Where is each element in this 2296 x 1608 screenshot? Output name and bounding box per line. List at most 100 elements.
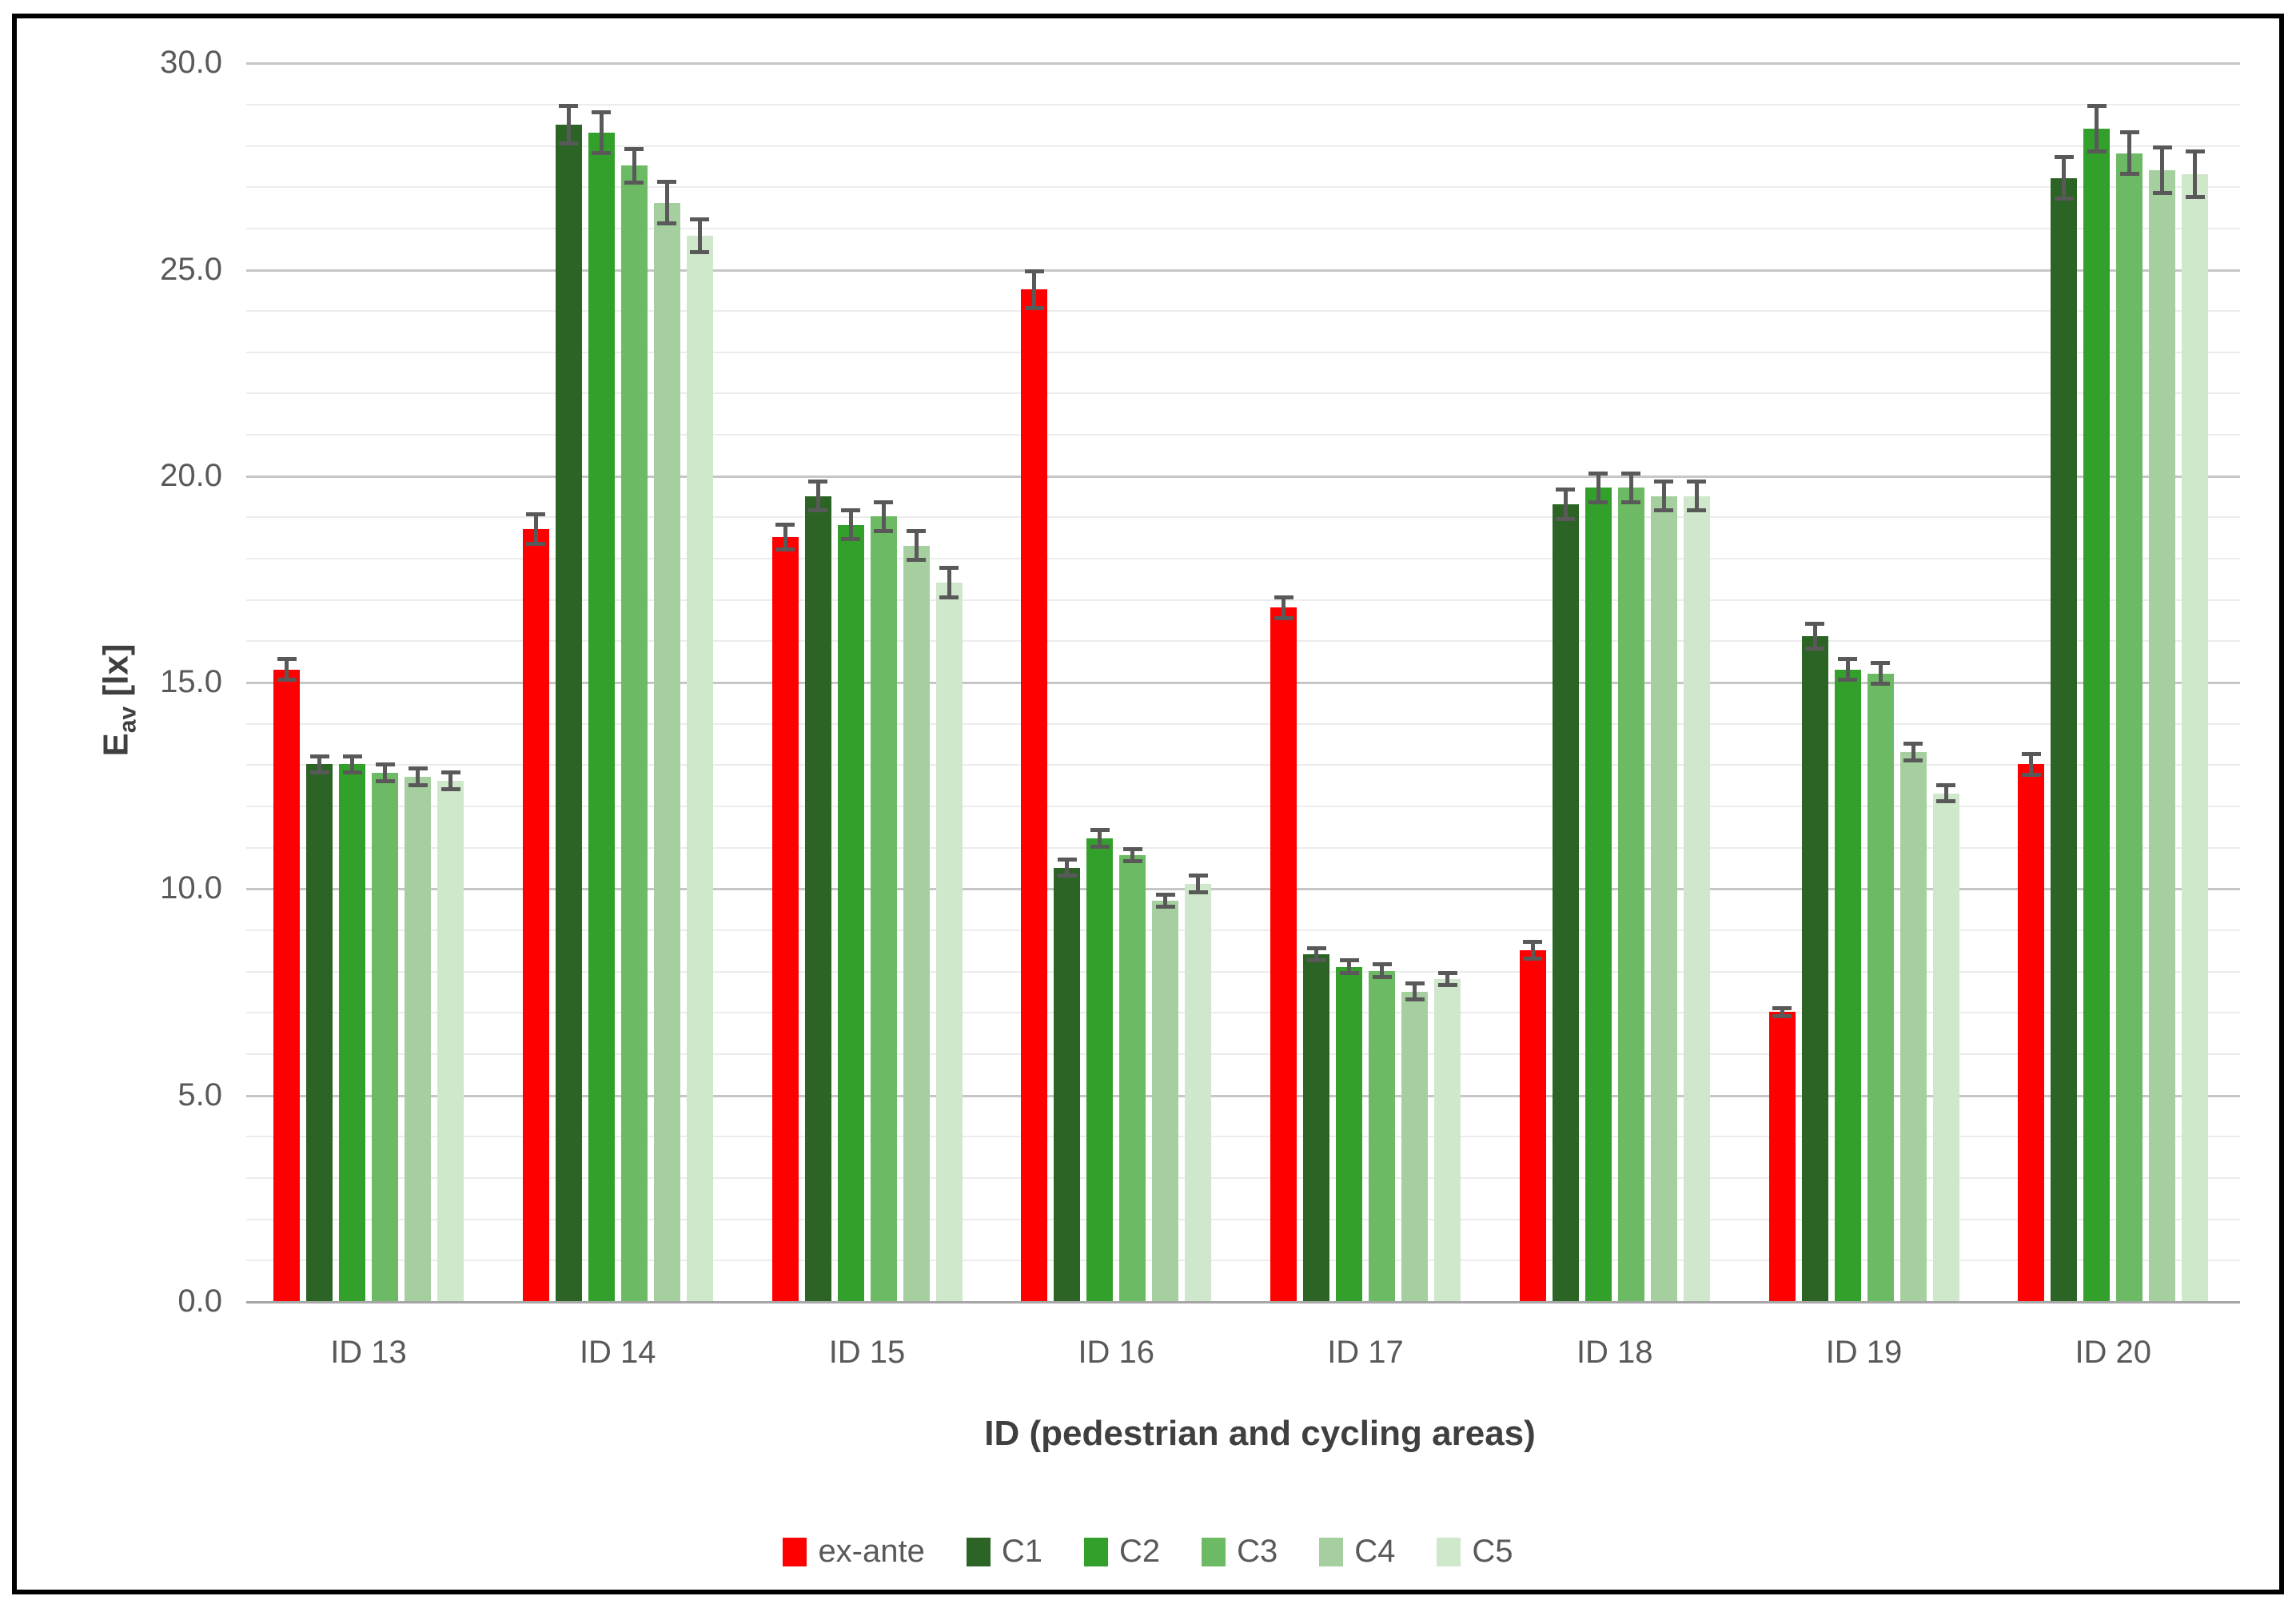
error-bar-cap-top (657, 180, 677, 185)
error-bar-cap-top (1274, 595, 1293, 599)
legend-swatch-ex-ante (783, 1537, 807, 1566)
error-bar-line (848, 508, 853, 542)
error-bar-cap-top (1871, 661, 1890, 666)
error-bar-cap-top (1306, 945, 1326, 950)
error-bar-cap-top (1772, 1005, 1792, 1010)
error-bar-line (533, 512, 538, 546)
x-tick-label: ID 13 (330, 1335, 407, 1370)
error-bar-cap-bottom (1090, 845, 1110, 850)
bar-C2-id-20 (2083, 128, 2111, 1301)
error-bar-cap-bottom (1903, 758, 1923, 762)
error-bar-cap-bottom (1122, 859, 1142, 864)
bar-ex-ante-id-18 (1519, 949, 1546, 1301)
error-bar-cap-bottom (775, 547, 795, 552)
gridline-minor (246, 434, 2240, 436)
gridline-major (246, 475, 2240, 478)
error-bar-line (1380, 962, 1384, 980)
error-bar-line (632, 147, 636, 185)
error-bar-cap-bottom (375, 778, 395, 783)
error-bar-cap-top (1188, 874, 1208, 878)
error-bar-cap-bottom (1024, 306, 1044, 311)
x-tick-label: ID 20 (2075, 1335, 2152, 1370)
gridline-minor (246, 1177, 2240, 1180)
error-bar-cap-top (1372, 962, 1392, 967)
error-bar-cap-top (1339, 958, 1359, 963)
error-bar-cap-top (2152, 145, 2172, 149)
error-bar-line (1878, 661, 1883, 687)
error-bar-cap-bottom (277, 678, 297, 683)
bar-C5-id-15 (935, 583, 963, 1301)
y-tick-label: 0.0 (177, 1284, 222, 1319)
bar-C3-id-16 (1119, 855, 1146, 1301)
error-bar-line (1413, 981, 1417, 1002)
error-bar-cap-bottom (1405, 997, 1425, 1002)
error-bar-cap-top (1523, 939, 1543, 944)
error-bar-line (383, 762, 387, 783)
error-bar-cap-bottom (1772, 1014, 1792, 1019)
error-bar-cap-bottom (2021, 772, 2041, 777)
legend-label-C5: C5 (1472, 1534, 1513, 1569)
error-bar-cap-top (624, 147, 644, 152)
error-bar-cap-top (1936, 782, 1955, 787)
gridline-minor (246, 558, 2240, 560)
bar-C5-id-14 (686, 236, 713, 1301)
error-bar-cap-top (690, 217, 710, 221)
error-bar-cap-bottom (309, 770, 329, 775)
x-tick-label: ID 16 (1078, 1335, 1155, 1370)
bar-C2-id-15 (837, 524, 864, 1301)
error-bar-cap-top (1556, 488, 1576, 492)
error-bar-cap-bottom (657, 221, 677, 226)
error-bar-cap-bottom (1306, 958, 1326, 963)
error-bar-cap-bottom (2119, 172, 2139, 177)
bar-ex-ante-id-16 (1021, 289, 1048, 1301)
error-bar-cap-top (939, 566, 959, 571)
bar-C2-id-14 (588, 133, 615, 1301)
error-bar-cap-top (1654, 479, 1674, 484)
y-axis-title-main: E (96, 733, 136, 757)
gridline-major (246, 888, 2240, 891)
gridline-minor (246, 516, 2240, 519)
gridline-minor (246, 640, 2240, 643)
error-bar-line (2029, 751, 2034, 777)
legend-label-ex-ante: ex-ante (818, 1534, 925, 1569)
bar-C4-id-20 (2149, 169, 2176, 1301)
error-bar-cap-bottom (1588, 500, 1608, 504)
error-bar-cap-bottom (1654, 508, 1674, 513)
bar-C4-id-13 (405, 776, 431, 1301)
error-bar-cap-bottom (1372, 975, 1392, 980)
error-bar-cap-bottom (2054, 197, 2074, 201)
gridline-minor (246, 1053, 2240, 1056)
error-bar-cap-top (1090, 828, 1110, 833)
error-bar-cap-top (440, 770, 460, 775)
error-bar-line (2193, 149, 2198, 199)
bar-C2-id-18 (1584, 488, 1612, 1301)
gridline-minor (246, 186, 2240, 189)
error-bar-line (1130, 846, 1135, 864)
error-bar-cap-top (2119, 130, 2139, 135)
x-axis-title: ID (pedestrian and cycling areas) (984, 1414, 1536, 1453)
error-bar-line (599, 109, 604, 156)
error-bar-line (1943, 782, 1948, 804)
error-bar-cap-bottom (1838, 678, 1857, 683)
y-tick-label: 10.0 (160, 870, 222, 906)
bar-C4-id-14 (653, 202, 680, 1301)
error-bar-cap-top (342, 754, 362, 758)
error-bar-cap-top (408, 766, 428, 770)
error-bar-cap-top (2021, 751, 2041, 756)
bar-C3-id-13 (372, 772, 398, 1301)
y-axis-title-subscript: av (114, 706, 142, 734)
error-bar-line (1812, 622, 1817, 651)
gridline-minor (246, 1260, 2240, 1262)
error-bar-cap-bottom (1155, 905, 1175, 909)
error-bar-cap-bottom (526, 541, 546, 546)
error-bar-cap-top (526, 512, 546, 517)
error-bar-cap-bottom (592, 151, 612, 156)
error-bar-cap-top (2054, 155, 2074, 160)
bar-ex-ante-id-15 (771, 537, 799, 1301)
error-bar-line (2062, 155, 2067, 201)
error-bar-line (317, 754, 321, 775)
gridline-minor (246, 310, 2240, 312)
error-bar-cap-bottom (1556, 516, 1576, 521)
error-bar-cap-top (1588, 471, 1608, 476)
